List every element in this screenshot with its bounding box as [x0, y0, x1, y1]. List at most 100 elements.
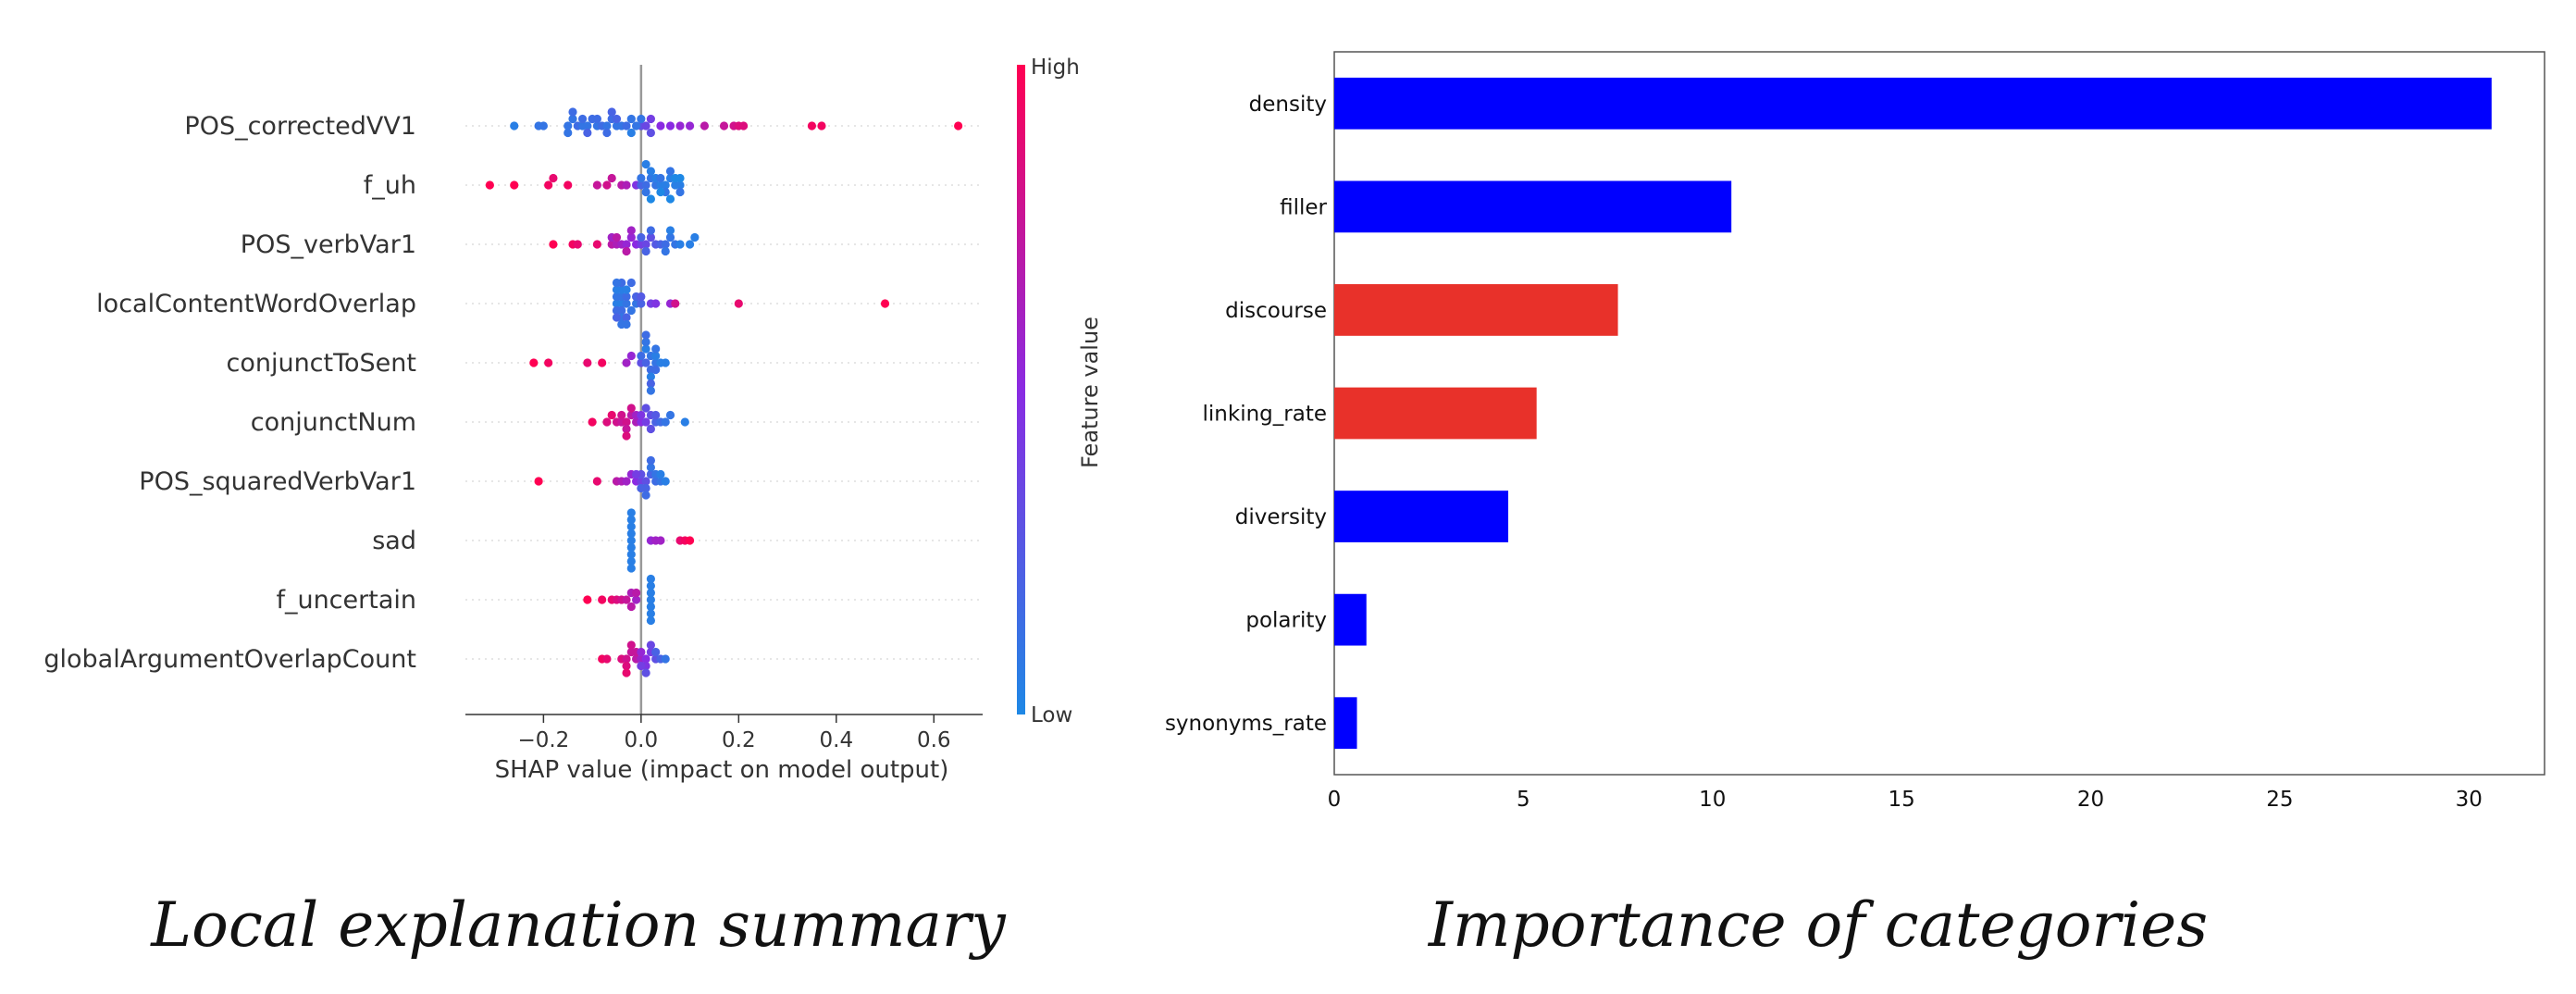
shap-point [626, 404, 636, 413]
shap-point [656, 121, 665, 130]
shap-point [564, 128, 573, 138]
shap-point [617, 305, 626, 316]
shap-point [656, 536, 665, 545]
shap-point [734, 299, 743, 308]
shap-point [807, 121, 817, 130]
shap-point [626, 515, 636, 525]
bar-polarity [1334, 593, 1367, 646]
shap-point [583, 595, 592, 604]
shap-feature-label: f_uh [364, 171, 416, 200]
shap-point [641, 121, 650, 130]
shap-point [646, 128, 655, 138]
caption-left: Local explanation summary [150, 889, 1006, 961]
shap-point [612, 285, 622, 294]
shap-point [485, 180, 494, 190]
shap-tick-label: 0.0 [625, 728, 659, 752]
shap-point [651, 344, 661, 354]
shap-point [661, 246, 670, 256]
shap-point [637, 351, 646, 361]
shap-point [626, 550, 636, 559]
shap-point [641, 240, 650, 249]
shap-point [641, 180, 650, 190]
shap-x-ticks: −0.2 0.0 0.2 0.4 0.6 [517, 714, 951, 752]
shap-point [637, 173, 646, 183]
bar-x-ticks: 0 5 10 15 20 25 30 [1328, 788, 2483, 812]
shap-point [622, 661, 631, 671]
shap-point [607, 107, 616, 117]
shap-point [646, 226, 655, 235]
bar-category-label: synonyms_rate [1165, 712, 1327, 736]
shap-point [534, 477, 543, 486]
shap-point [583, 121, 592, 130]
shap-point [646, 424, 655, 434]
shap-point [626, 226, 636, 235]
shap-point [626, 556, 636, 566]
shap-feature-label: conjunctNum [251, 408, 416, 437]
shap-point [661, 180, 670, 190]
shap-point [602, 654, 612, 664]
shap-point [671, 299, 680, 308]
shap-point [622, 319, 631, 329]
shap-point [637, 292, 646, 302]
shap-point [510, 121, 519, 130]
shap-point [656, 173, 665, 183]
shap-point [646, 167, 655, 176]
category-importance-chart: density filler discourse linking_ratedivers… [1165, 51, 2545, 812]
shap-point [651, 410, 661, 420]
shap-point [646, 463, 655, 472]
shap-point [675, 180, 685, 190]
shap-point [617, 410, 626, 420]
shap-point [661, 358, 670, 367]
shap-point [626, 536, 636, 545]
shap-point [626, 508, 636, 517]
shap-point [626, 278, 636, 288]
shap-point [592, 477, 601, 486]
shap-point [646, 609, 655, 618]
bar-tick-label: 10 [1699, 788, 1726, 812]
shap-point [631, 469, 641, 479]
shap-point [641, 344, 650, 354]
shap-point [626, 232, 636, 242]
bar-tick-label: 0 [1328, 788, 1342, 812]
shap-point [626, 564, 636, 573]
shap-point [637, 647, 646, 657]
shap-point [622, 180, 631, 190]
shap-feature-label: POS_squaredVerbVar1 [139, 467, 416, 496]
shap-point [631, 588, 641, 598]
shap-point [646, 581, 655, 590]
shap-feature-label: conjunctToSent [226, 349, 416, 378]
shap-point [592, 180, 601, 190]
shap-point [700, 121, 710, 130]
bar-category-label: discourse [1225, 299, 1327, 323]
bar-tick-label: 15 [1888, 788, 1914, 812]
shap-point [602, 180, 612, 190]
shap-point [622, 246, 631, 256]
shap-point [626, 602, 636, 612]
shap-point [675, 173, 685, 183]
shap-point [646, 372, 655, 381]
shap-point [641, 187, 650, 197]
shap-point [622, 299, 631, 308]
shap-point [622, 595, 631, 604]
shap-point [622, 654, 631, 664]
shap-point [602, 128, 612, 138]
shap-point [665, 167, 675, 176]
colorbar-low-label: Low [1031, 703, 1072, 727]
shap-point [641, 337, 650, 347]
shap-point [539, 121, 548, 130]
shap-point [631, 595, 641, 604]
shap-feature-label: f_uncertain [276, 586, 416, 615]
shap-point [665, 232, 675, 242]
shap-point [637, 114, 646, 124]
shap-point [568, 107, 577, 117]
shap-point [637, 661, 646, 671]
caption-right: Importance of categories [1428, 889, 2208, 961]
shap-point [612, 232, 622, 242]
shap-point [583, 358, 592, 367]
shap-point [641, 491, 650, 500]
shap-point [622, 424, 631, 434]
shap-point [656, 469, 665, 479]
shap-point [661, 477, 670, 486]
shap-feature-label: globalArgumentOverlapCount [43, 645, 416, 674]
